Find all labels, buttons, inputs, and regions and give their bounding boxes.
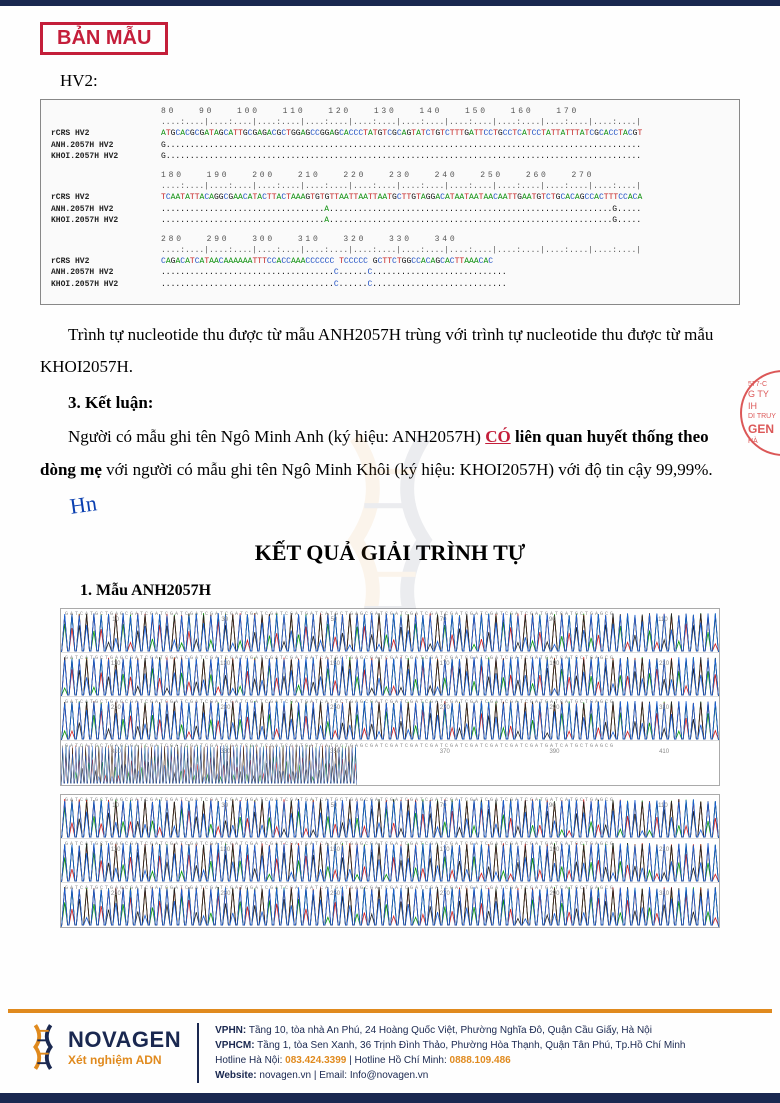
dna-helix-icon [24, 1023, 62, 1071]
signature-mark: Hn [39, 482, 99, 531]
side-company-stamp: 577-C G TY IH DI TRUY GEN HÀ [740, 370, 780, 490]
conclusion-pre: Người có mẫu ghi tên Ngô Minh Anh (ký hi… [68, 427, 485, 446]
footer-tagline: Xét nghiệm ADN [68, 1053, 181, 1067]
conclusion-post: với người có mẫu ghi tên Ngô Minh Khôi (… [102, 460, 713, 479]
hv2-label: HV2: [60, 71, 740, 91]
section-3-heading: 3. Kết luận: [68, 393, 740, 413]
footer-brand: NOVAGEN [68, 1027, 181, 1053]
footer-address-block: VPHN: Tầng 10, tòa nhà An Phú, 24 Hoàng … [215, 1023, 685, 1083]
conclusion-paragraph: Người có mẫu ghi tên Ngô Minh Anh (ký hi… [40, 421, 740, 527]
footer-logo: NOVAGEN Xét nghiệm ADN [24, 1023, 181, 1071]
sequence-alignment-block: 80 90 100 110 120 130 140 150 160 170...… [40, 99, 740, 305]
page-footer: NOVAGEN Xét nghiệm ADN VPHN: Tầng 10, tò… [0, 1009, 780, 1103]
sample-stamp: BẢN MẪU [40, 22, 168, 55]
chromatogram-block-1: GATCATGCTGAGCGATCGATCGATCGATCGATCGATCGAT… [60, 608, 720, 786]
conclusion-co: CÓ [485, 427, 511, 446]
sequencing-results-title: KẾT QUẢ GIẢI TRÌNH TỰ [40, 540, 740, 566]
chromatogram-block-2: GATCATGCTGAGCGATCGATCGATCGATCGATCGATCGAT… [60, 794, 720, 928]
sample-1-heading: 1. Mẫu ANH2057H [80, 582, 740, 600]
paragraph-match: Trình tự nucleotide thu được từ mẫu ANH2… [40, 319, 740, 384]
